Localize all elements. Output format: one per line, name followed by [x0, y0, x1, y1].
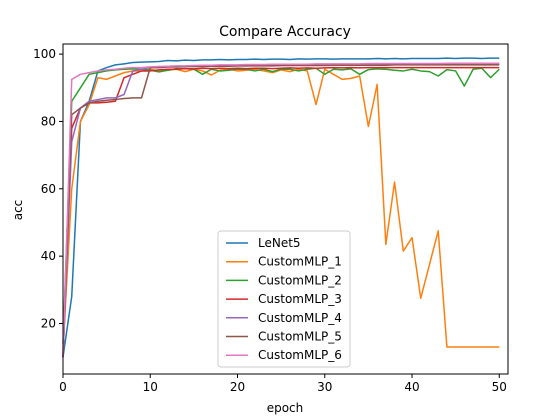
series-line-1: [62, 57, 500, 358]
legend-label: LeNet5: [258, 236, 301, 250]
x-tick-label: 50: [492, 380, 507, 394]
legend-label: CustomMLP_4: [258, 311, 342, 325]
legend-box: [217, 230, 351, 368]
legend-label: CustomMLP_6: [258, 348, 342, 362]
x-tick-label: 10: [143, 380, 158, 394]
y-tick-label: 100: [33, 47, 56, 61]
x-axis-label: epoch: [267, 401, 304, 415]
plot-area: 0 10 20 30 40 50 20 40 60 80 100: [33, 43, 509, 394]
x-tick-label: 20: [230, 380, 245, 394]
x-tick-label: 40: [404, 380, 419, 394]
legend-label: CustomMLP_3: [258, 292, 342, 306]
chart-title: Compare Accuracy: [219, 24, 351, 40]
series-line-4: [62, 66, 500, 358]
plot-frame: [62, 43, 509, 375]
legend-label: CustomMLP_2: [258, 273, 342, 287]
series-line-6: [62, 64, 500, 358]
y-tick-label: 60: [41, 182, 56, 196]
legend-label: CustomMLP_1: [258, 255, 342, 269]
y-tick-label: 20: [41, 316, 56, 330]
y-axis-label: acc: [11, 200, 25, 221]
series-line-7: [62, 62, 500, 358]
x-tick-label: 0: [59, 380, 67, 394]
y-tick-label: 80: [41, 114, 56, 128]
legend: LeNet5 CustomMLP_1 CustomMLP_2 CustomMLP_3 C…: [217, 230, 351, 368]
y-tick-label: 40: [41, 249, 56, 263]
series-line-3: [62, 67, 500, 344]
x-tick-label: 30: [317, 380, 332, 394]
legend-label: CustomMLP_5: [258, 330, 342, 344]
